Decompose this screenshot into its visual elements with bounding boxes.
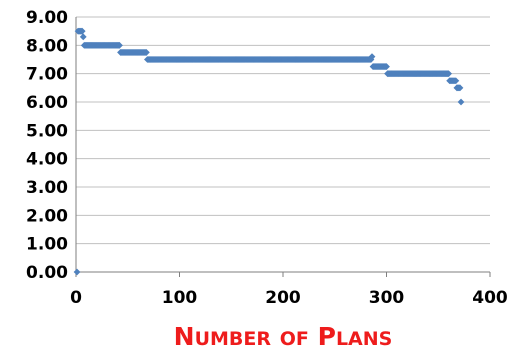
y-tick-label: 0.00 <box>26 263 68 283</box>
y-tick-label: 3.00 <box>26 178 68 198</box>
data-point <box>457 98 465 106</box>
data-point <box>452 77 460 85</box>
data-point <box>142 49 150 56</box>
x-tick-label: 200 <box>265 288 301 308</box>
y-tick-label: 1.00 <box>26 235 68 255</box>
x-tick-label: 300 <box>369 288 405 308</box>
data-points <box>73 27 465 276</box>
axes <box>75 17 491 277</box>
data-point <box>383 63 390 70</box>
data-point <box>73 268 81 276</box>
x-axis-label: NUMBER OF PLANS <box>174 322 393 351</box>
y-tick-label: 7.00 <box>26 65 68 85</box>
data-point <box>368 53 376 61</box>
y-tick-label: 2.00 <box>26 206 68 226</box>
x-tick-labels: 0 100 200 300 400 <box>70 288 508 308</box>
data-point <box>78 27 86 35</box>
y-tick-label: 4.00 <box>26 150 68 170</box>
y-tick-label: 9.00 <box>26 8 68 28</box>
data-point <box>456 84 464 92</box>
x-tick-label: 400 <box>472 288 508 308</box>
data-point <box>116 41 123 49</box>
data-point <box>79 33 87 41</box>
y-tick-label: 6.00 <box>26 93 68 113</box>
x-tick-label: 0 <box>70 288 82 308</box>
x-tick-label: 100 <box>162 288 198 308</box>
y-tick-labels: 0.00 1.00 2.00 3.00 4.00 5.00 6.00 7.00 8.00 9.00 <box>26 8 68 283</box>
gridlines <box>76 16 490 245</box>
data-point <box>445 70 452 78</box>
y-tick-label: 8.00 <box>26 36 68 56</box>
y-tick-label: 5.00 <box>26 121 68 141</box>
